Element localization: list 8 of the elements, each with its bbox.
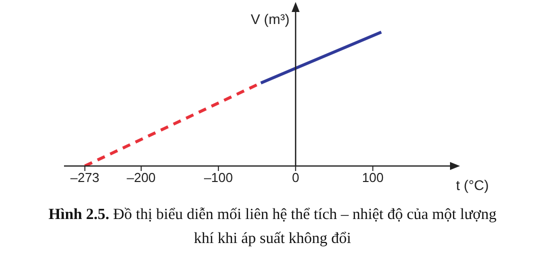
x-tick-label: –273 bbox=[70, 170, 100, 186]
x-tick-label: 100 bbox=[362, 170, 384, 186]
x-tick-label: 0 bbox=[292, 170, 300, 186]
x-tick-label: –100 bbox=[204, 170, 233, 186]
x-tick-label: –200 bbox=[126, 170, 156, 186]
x-axis-title: t (°C) bbox=[456, 177, 489, 193]
y-axis-title: V (m³) bbox=[250, 11, 290, 27]
text: Hình 2.5. Đồ thị biểu diễn mối liên hệ thể tích – nhiệt độ của một lượng khí khi áp suất không đổi bbox=[48, 205, 498, 249]
